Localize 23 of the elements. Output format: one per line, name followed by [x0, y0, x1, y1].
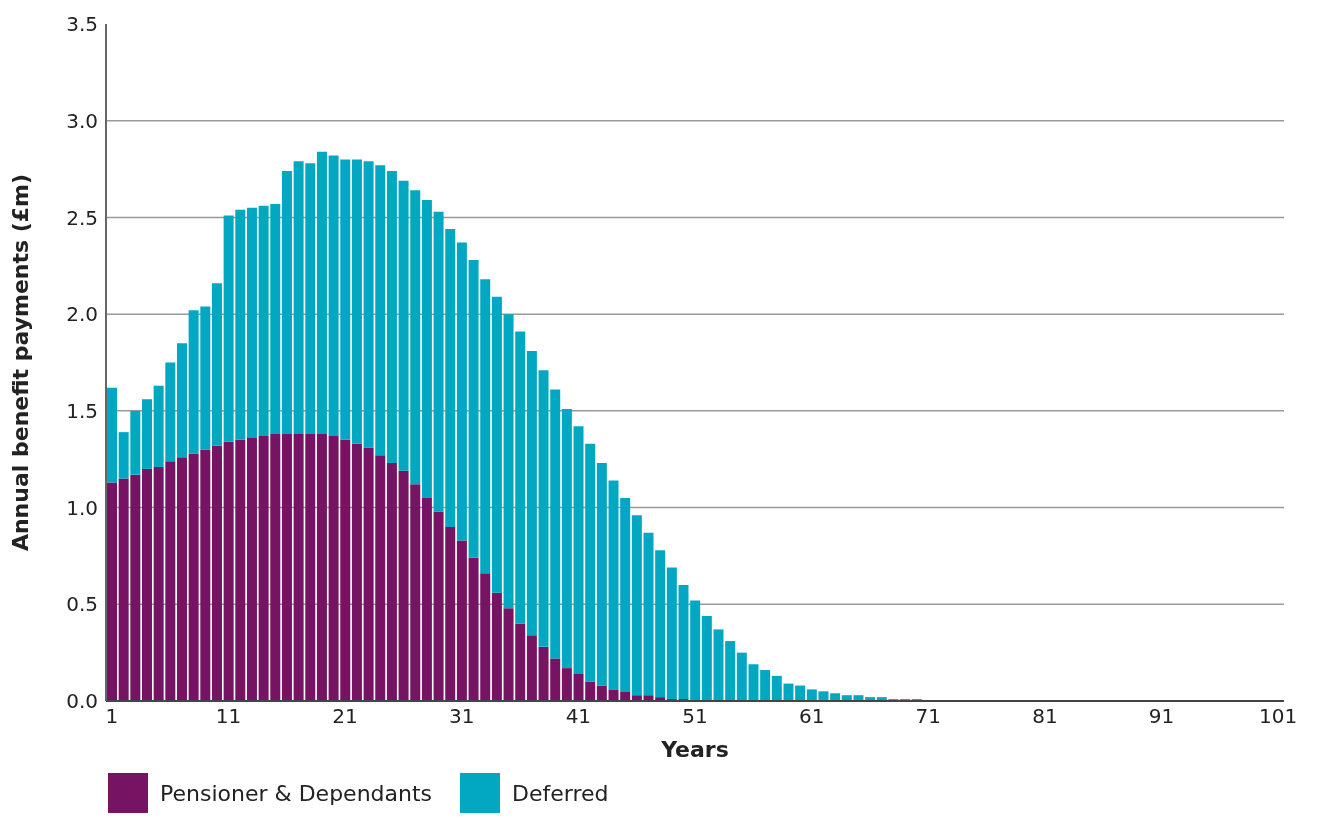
x-tick-label: 71	[915, 704, 941, 729]
x-tick-label: 81	[1032, 704, 1058, 729]
y-tick-label: 2.5	[66, 205, 98, 230]
y-tick-label: 1.5	[66, 398, 98, 423]
x-tick-label: 51	[682, 704, 708, 729]
y-tick-label: 0.0	[66, 689, 98, 714]
legend-label: Deferred	[512, 780, 609, 806]
x-tick-label: 1	[105, 704, 119, 729]
x-tick-label: 41	[565, 704, 592, 729]
y-tick-label: 3.5	[66, 12, 98, 37]
x-tick-label: 91	[1148, 704, 1175, 729]
y-tick-label: 2.0	[66, 302, 98, 327]
x-tick-label: 101	[1259, 704, 1298, 729]
x-tick-label: 21	[332, 704, 358, 729]
y-tick-label: 1.0	[66, 495, 98, 520]
legend-label: Pensioner & Dependants	[160, 780, 433, 806]
y-tick-label: 3.0	[66, 108, 98, 133]
x-axis-title: Years	[660, 736, 729, 762]
y-tick-label: 0.5	[66, 592, 98, 617]
x-tick-label: 11	[215, 704, 242, 729]
x-tick-label: 31	[449, 704, 475, 729]
x-tick-label: 61	[798, 704, 825, 729]
y-axis-title: Annual benefit payments (£m)	[7, 173, 33, 552]
